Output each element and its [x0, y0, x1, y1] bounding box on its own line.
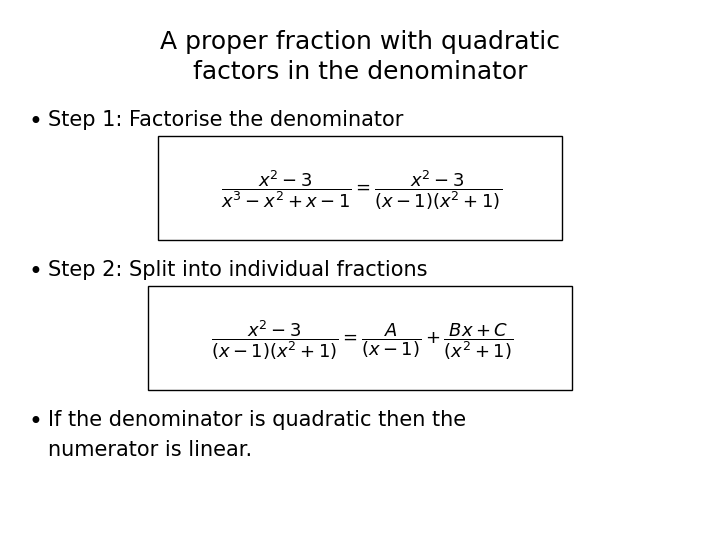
Text: •: •	[28, 110, 42, 134]
Text: factors in the denominator: factors in the denominator	[193, 60, 527, 84]
Text: Step 2: Split into individual fractions: Step 2: Split into individual fractions	[48, 260, 428, 280]
Text: $\dfrac{x^2-3}{(x-1)(x^2+1)} = \dfrac{A}{(x-1)}+\dfrac{Bx+C}{(x^2+1)}$: $\dfrac{x^2-3}{(x-1)(x^2+1)} = \dfrac{A}…	[211, 318, 513, 362]
Text: numerator is linear.: numerator is linear.	[48, 440, 252, 460]
Text: A proper fraction with quadratic: A proper fraction with quadratic	[160, 30, 560, 54]
Text: If the denominator is quadratic then the: If the denominator is quadratic then the	[48, 410, 466, 430]
Text: Step 1: Factorise the denominator: Step 1: Factorise the denominator	[48, 110, 403, 130]
Text: $\dfrac{x^2-3}{x^3-x^2+x-1} = \dfrac{x^2-3}{(x-1)(x^2+1)}$: $\dfrac{x^2-3}{x^3-x^2+x-1} = \dfrac{x^2…	[222, 168, 503, 212]
FancyBboxPatch shape	[158, 136, 562, 240]
FancyBboxPatch shape	[148, 286, 572, 390]
Text: •: •	[28, 410, 42, 434]
Text: •: •	[28, 260, 42, 284]
